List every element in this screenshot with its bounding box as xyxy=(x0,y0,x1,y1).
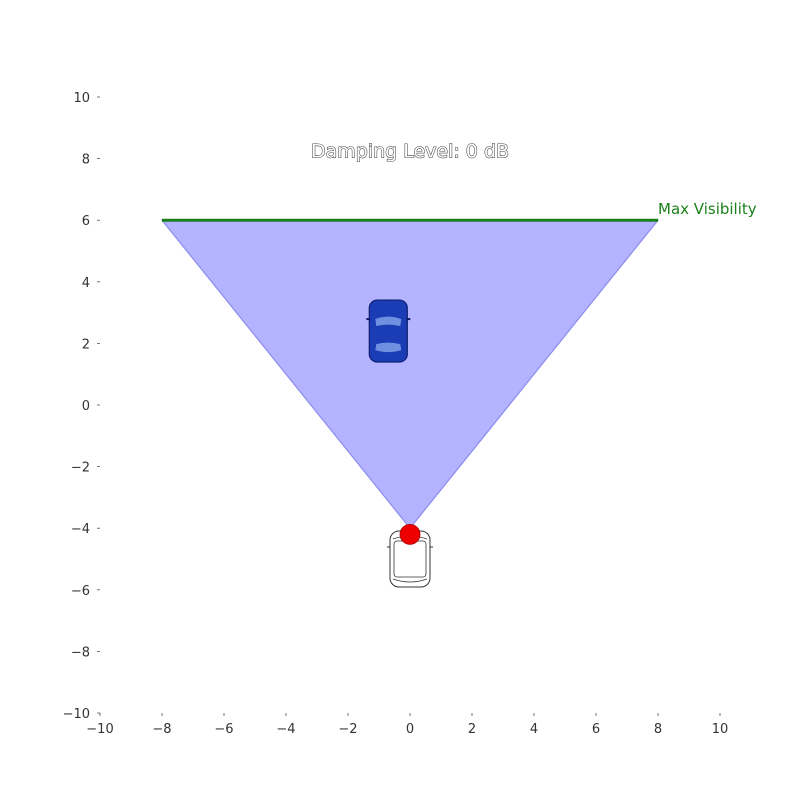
x-tick-label: 8 xyxy=(654,722,662,737)
y-tick-label: 6 xyxy=(82,214,90,229)
x-tick-label: 6 xyxy=(592,722,600,737)
ego-vehicle-rear-window xyxy=(392,578,428,583)
target-vehicle xyxy=(366,299,411,363)
x-tick-label: 0 xyxy=(406,722,414,737)
chart-title: Damping Level: 0 dB xyxy=(311,141,509,163)
max-visibility-label: Max Visibility xyxy=(658,200,757,218)
visibility-cone xyxy=(160,219,660,530)
y-tick-label: 2 xyxy=(82,337,90,352)
x-tick-label: 10 xyxy=(712,722,729,737)
y-tick-label: 10 xyxy=(73,91,90,106)
y-tick-label: 8 xyxy=(82,153,90,168)
y-tick-label: −6 xyxy=(71,584,90,599)
x-tick-label: 4 xyxy=(530,722,538,737)
sensor-point xyxy=(399,523,421,545)
y-tick-label: 0 xyxy=(82,399,90,414)
y-tick-label: −10 xyxy=(63,707,90,722)
ego-vehicle xyxy=(387,530,433,588)
x-tick-label: −6 xyxy=(214,722,233,737)
y-tick-label: −2 xyxy=(71,461,90,476)
x-tick-label: −10 xyxy=(86,722,113,737)
target-vehicle-body xyxy=(368,299,408,363)
x-tick-label: −4 xyxy=(276,722,295,737)
y-tick-label: 4 xyxy=(82,276,90,291)
x-tick-label: −8 xyxy=(152,722,171,737)
x-tick-label: −2 xyxy=(338,722,357,737)
x-tick-label: 2 xyxy=(468,722,476,737)
y-tick-label: −8 xyxy=(71,645,90,660)
y-tick-label: −4 xyxy=(71,522,90,537)
target-vehicle-windshield xyxy=(375,316,402,327)
target-vehicle-rear-window xyxy=(375,342,402,353)
